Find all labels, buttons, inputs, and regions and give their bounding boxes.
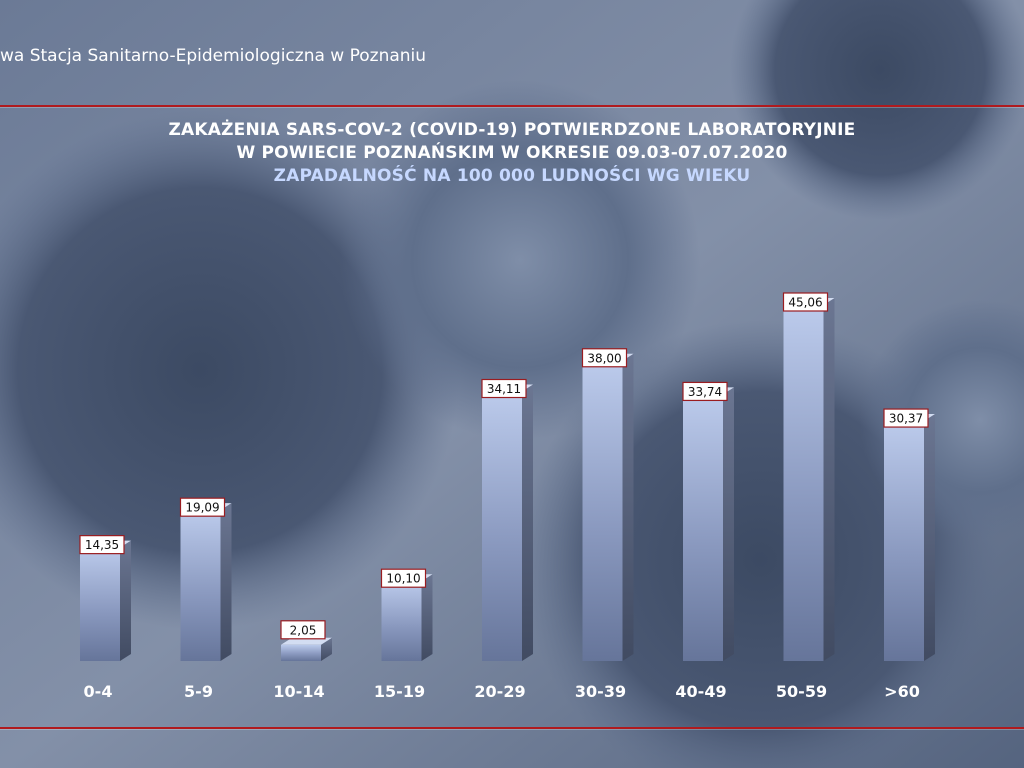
category-label: 15-19 xyxy=(374,682,425,701)
data-label: 33,74 xyxy=(682,381,728,402)
data-label-text: 33,74 xyxy=(688,385,722,399)
data-label: 45,06 xyxy=(782,292,829,312)
bar-20-29 xyxy=(482,384,533,661)
data-label-text: 38,00 xyxy=(587,351,621,365)
bar-front xyxy=(582,360,623,661)
chart-subtitle: ZAPADALNOŚĆ NA 100 000 LUDNOŚCI WG WIEKU xyxy=(273,166,751,186)
bar-0-4 xyxy=(80,540,131,661)
bar-top xyxy=(281,637,332,645)
data-label: 38,00 xyxy=(581,348,628,368)
bar-front xyxy=(884,421,924,661)
category-label: 5-9 xyxy=(184,682,213,701)
bar-15-19 xyxy=(381,574,433,661)
bar-front xyxy=(281,644,321,661)
bar-front xyxy=(180,510,221,661)
bar-side xyxy=(924,414,935,661)
data-label-text: 10,10 xyxy=(386,572,420,586)
bar-side xyxy=(120,540,131,661)
bar-front xyxy=(683,394,723,661)
data-label: 14,35 xyxy=(79,535,125,555)
bar-side xyxy=(622,353,634,661)
data-label: 34,11 xyxy=(481,378,527,399)
data-label-text: 45,06 xyxy=(788,296,822,310)
bar-side xyxy=(220,503,232,661)
category-label: 30-39 xyxy=(575,682,626,701)
bar-30-39 xyxy=(582,353,634,661)
bar->60 xyxy=(884,414,935,661)
top-divider xyxy=(0,105,1024,107)
category-label: 0-4 xyxy=(84,682,113,701)
bar-front xyxy=(80,547,120,661)
bar-front xyxy=(381,581,422,661)
bar-side xyxy=(823,298,835,661)
category-label: 40-49 xyxy=(675,682,726,701)
data-label: 19,09 xyxy=(179,497,226,517)
chart-title: ZAKAŻENIA SARS-COV-2 (COVID-19) POTWIERD… xyxy=(168,120,856,140)
data-label-box xyxy=(79,535,125,555)
organization-header: wa Stacja Sanitarno-Epidemiologiczna w P… xyxy=(0,46,427,66)
bar-side xyxy=(421,574,433,661)
data-label-box xyxy=(179,497,226,517)
category-label: 20-29 xyxy=(474,682,525,701)
bar-front xyxy=(482,391,522,661)
bar-front xyxy=(783,305,824,661)
data-label-text: 30,37 xyxy=(889,412,923,426)
chart-title-line2: W POWIECIE POZNAŃSKIM W OKRESIE 09.03-07… xyxy=(236,143,788,163)
data-label-box xyxy=(883,408,929,428)
category-label: 50-59 xyxy=(776,682,827,701)
category-label: >60 xyxy=(884,682,920,701)
data-label-box xyxy=(380,568,427,588)
data-label: 30,37 xyxy=(883,408,929,428)
data-label-text: 19,09 xyxy=(185,501,219,515)
chart-titles: ZAKAŻENIA SARS-COV-2 (COVID-19) POTWIERD… xyxy=(0,119,1024,188)
bar-10-14 xyxy=(281,637,332,661)
bar-side xyxy=(522,384,533,661)
data-label-box xyxy=(481,378,527,399)
data-label-text: 14,35 xyxy=(85,538,119,552)
data-label-box xyxy=(581,348,628,368)
data-label-text: 34,11 xyxy=(487,382,521,396)
data-label: 2,05 xyxy=(280,620,326,640)
data-label-text: 2,05 xyxy=(290,623,317,637)
bar-side xyxy=(321,637,332,661)
data-label: 10,10 xyxy=(380,568,427,588)
bottom-divider xyxy=(0,727,1024,729)
bar-50-59 xyxy=(783,298,835,661)
data-label-box xyxy=(280,620,326,640)
category-label: 10-14 xyxy=(273,682,324,701)
bar-side xyxy=(723,387,734,661)
data-label-box xyxy=(682,381,728,402)
data-label-box xyxy=(782,292,829,312)
bar-5-9 xyxy=(180,503,232,661)
bar-40-49 xyxy=(683,387,734,661)
